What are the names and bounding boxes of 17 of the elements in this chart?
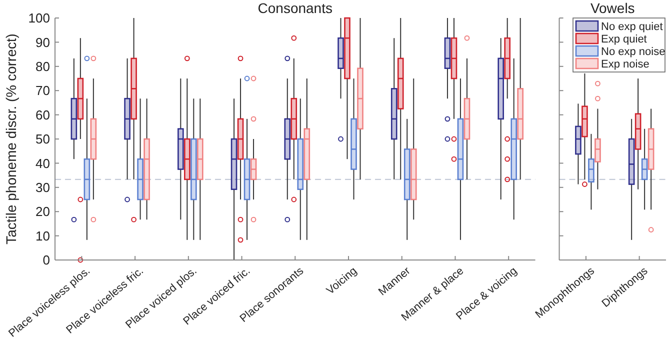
y-tick-label: 50 <box>36 132 50 147</box>
y-tick-label: 70 <box>36 83 50 98</box>
y-tick-label: 40 <box>36 156 50 171</box>
y-axis-title: Tactile phoneme discr. (% correct) <box>3 34 19 244</box>
y-tick-label: 100 <box>28 10 50 26</box>
chart-title: Vowels <box>590 0 635 16</box>
chart-title: Consonants <box>258 0 332 16</box>
y-tick-label: 80 <box>36 58 50 74</box>
legend-label: Exp noise <box>601 58 650 70</box>
y-tick-label: 30 <box>36 180 50 195</box>
legend-label: Exp quiet <box>601 33 647 46</box>
y-tick-label: 90 <box>36 34 50 50</box>
y-tick-label: 0 <box>42 252 50 268</box>
y-tick-label: 10 <box>36 228 50 244</box>
y-tick-label: 60 <box>36 107 50 122</box>
legend-label: No exp quiet <box>601 20 663 33</box>
y-tick-label: 20 <box>36 204 50 220</box>
